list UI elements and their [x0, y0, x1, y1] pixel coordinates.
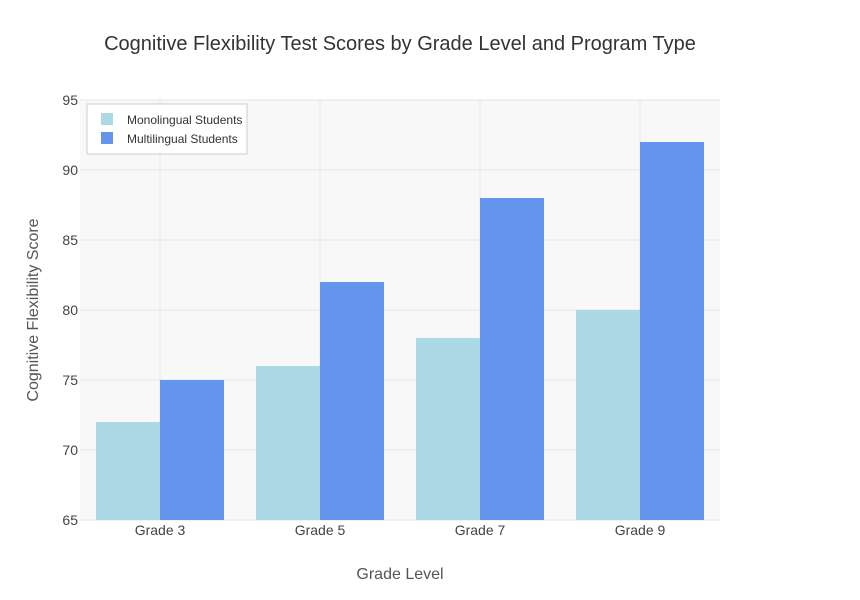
y-axis-title: Cognitive Flexibility Score: [25, 218, 42, 401]
y-tick-label: 70: [62, 442, 78, 458]
bar-multilingual-grade-3: [160, 380, 224, 520]
y-tick-label: 80: [62, 302, 78, 318]
bars: [96, 142, 704, 520]
x-tick-label: Grade 3: [135, 522, 186, 538]
x-tick-label: Grade 5: [295, 522, 346, 538]
y-tick-label: 95: [62, 92, 78, 108]
legend-swatch-multilingual: [101, 132, 113, 144]
legend-label-multilingual: Multilingual Students: [127, 132, 238, 146]
legend-box: [86, 103, 248, 155]
bar-multilingual-grade-5: [320, 282, 384, 520]
bar-monolingual-grade-7: [416, 338, 480, 520]
y-tick-label: 85: [62, 232, 78, 248]
chart-title: Cognitive Flexibility Test Scores by Gra…: [104, 33, 696, 55]
x-tick-labels: Grade 3 Grade 5 Grade 7 Grade 9: [135, 522, 666, 538]
y-tick-label: 90: [62, 162, 78, 178]
x-tick-label: Grade 9: [615, 522, 666, 538]
x-axis-title: Grade Level: [356, 566, 443, 583]
bar-multilingual-grade-7: [480, 198, 544, 520]
legend-label-monolingual: Monolingual Students: [127, 113, 242, 127]
y-tick-label: 65: [62, 512, 78, 528]
bar-monolingual-grade-5: [256, 366, 320, 520]
legend: Monolingual Students Multilingual Studen…: [86, 103, 248, 155]
x-tick-label: Grade 7: [455, 522, 506, 538]
bar-multilingual-grade-9: [640, 142, 704, 520]
bar-monolingual-grade-9: [576, 310, 640, 520]
bar-monolingual-grade-3: [96, 422, 160, 520]
y-tick-labels: 65 70 75 80 85 90 95: [62, 92, 78, 528]
y-tick-label: 75: [62, 372, 78, 388]
legend-swatch-monolingual: [101, 113, 113, 125]
